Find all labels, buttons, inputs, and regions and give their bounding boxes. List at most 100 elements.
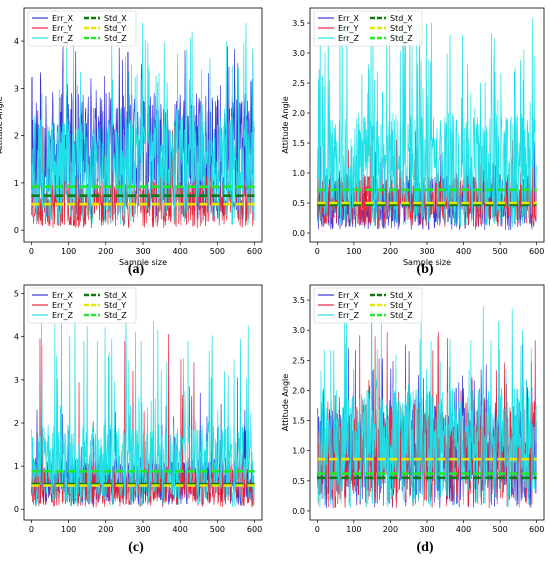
y-tick-label: 5 [14,290,19,299]
legend-label-err-x: Err_X [52,14,73,23]
x-tick-label: 100 [346,247,361,256]
y-tick-label: 2.0 [292,386,305,395]
panel-d: 0 100 200 300 400 500 600 0.0 0.5 1.0 1.5 2.0 2.5 3.0… [281,284,545,534]
series-err-z [316,18,537,228]
y-tick-label: 3.0 [292,49,305,58]
legend-box [313,287,423,324]
legend-label-std-x: Std_X [390,14,413,23]
legend-label-std-z: Std_Z [104,34,127,43]
plot-area [316,306,537,509]
legend-label-std-y: Std_Y [390,301,412,310]
x-tick-label: 500 [210,247,225,256]
y-tick-label: 0 [14,226,19,235]
x-tick-label: 300 [135,247,150,256]
legend-label-err-y: Err_Y [338,301,358,310]
y-tick-label: 2.0 [292,109,305,118]
x-axis-label: Sample size [403,258,451,267]
legend-label-std-z: Std_Z [104,311,127,320]
y-tick-label: 3 [14,84,19,93]
legend-box [313,10,423,47]
y-tick-label: 4 [14,37,19,46]
y-tick-label: 1.0 [292,447,305,456]
panel-a: 0 100 200 300 400 500 600 0 1 2 3 4 Sample size Attit… [0,7,263,267]
y-tick-label: 0.5 [292,199,305,208]
x-tick-label: 500 [492,525,507,534]
x-tick-label: 200 [98,247,113,256]
legend-label-std-x: Std_X [104,14,127,23]
panel-c: 0 100 200 300 400 500 600 0 1 2 3 4 5 Err_XErr_YErr_Z… [14,284,263,534]
x-tick-label: 600 [529,525,544,534]
plot-area [316,18,537,231]
legend-label-std-y: Std_Y [104,301,126,310]
x-tick-label: 100 [61,525,76,534]
x-tick-label: 500 [492,247,507,256]
legend-label-err-z: Err_Z [52,311,73,320]
x-tick-label: 400 [173,247,188,256]
x-tick-label: 400 [173,525,188,534]
x-tick-label: 200 [98,525,113,534]
x-tick-label: 0 [29,525,34,534]
y-tick-label: 1.5 [292,417,305,426]
x-tick-label: 100 [61,247,76,256]
y-tick-label: 1.5 [292,139,305,148]
legend-label-std-x: Std_X [390,291,413,300]
caption-b-label: (b) [416,262,434,277]
x-tick-label: 300 [419,247,434,256]
y-tick-label: 2 [14,132,19,141]
y-tick-label: 0.0 [292,229,305,238]
y-tick-label: 2.5 [292,356,305,365]
legend-label-err-y: Err_Y [52,301,72,310]
y-axis-label: Attitude Angle [0,96,4,153]
caption-a: (a) [106,262,166,278]
caption-b: (b) [395,262,455,278]
caption-d: (d) [395,540,455,556]
y-axis-label: Attitude Angle [281,374,290,431]
x-tick-label: 500 [210,525,225,534]
y-tick-label: 4 [14,333,19,342]
x-tick-label: 0 [315,525,320,534]
x-tick-label: 300 [135,525,150,534]
y-tick-label: 1 [14,179,19,188]
x-tick-label: 0 [315,247,320,256]
legend-label-err-x: Err_X [52,291,73,300]
legend-label-std-y: Std_Y [390,24,412,33]
caption-a-label: (a) [127,262,145,277]
x-tick-label: 600 [529,247,544,256]
legend-label-err-z: Err_Z [338,34,359,43]
series-err-z [316,306,537,509]
legend-label-err-x: Err_X [338,291,359,300]
series-err-z [31,22,255,226]
y-tick-label: 0.0 [292,507,305,516]
y-tick-label: 0.5 [292,477,305,486]
x-tick-label: 300 [419,525,434,534]
legend-label-std-x: Std_X [104,291,127,300]
legend-box [27,287,137,324]
legend-box [27,10,137,47]
y-tick-label: 2.5 [292,79,305,88]
x-axis-label: Sample size [119,258,167,267]
x-tick-label: 400 [456,247,471,256]
x-tick-label: 400 [456,525,471,534]
legend-label-err-z: Err_Z [52,34,73,43]
legend-label-std-z: Std_Z [390,311,413,320]
legend-label-std-z: Std_Z [390,34,413,43]
x-tick-label: 600 [247,247,262,256]
x-tick-label: 200 [383,247,398,256]
y-tick-label: 2 [14,419,19,428]
legend-label-std-y: Std_Y [104,24,126,33]
y-tick-label: 1 [14,462,19,471]
y-tick-label: 3.0 [292,326,305,335]
y-tick-label: 3.5 [292,296,305,305]
y-tick-label: 1.0 [292,169,305,178]
y-axis-label: Attitude Angle [281,96,290,153]
panel-b: 0 100 200 300 400 500 600 0.0 0.5 1.0 1.5 2.0 2.5 3.0… [281,7,545,267]
x-tick-label: 100 [346,525,361,534]
x-tick-label: 600 [247,525,262,534]
caption-c-label: (c) [128,540,144,555]
legend-label-err-z: Err_Z [338,311,359,320]
